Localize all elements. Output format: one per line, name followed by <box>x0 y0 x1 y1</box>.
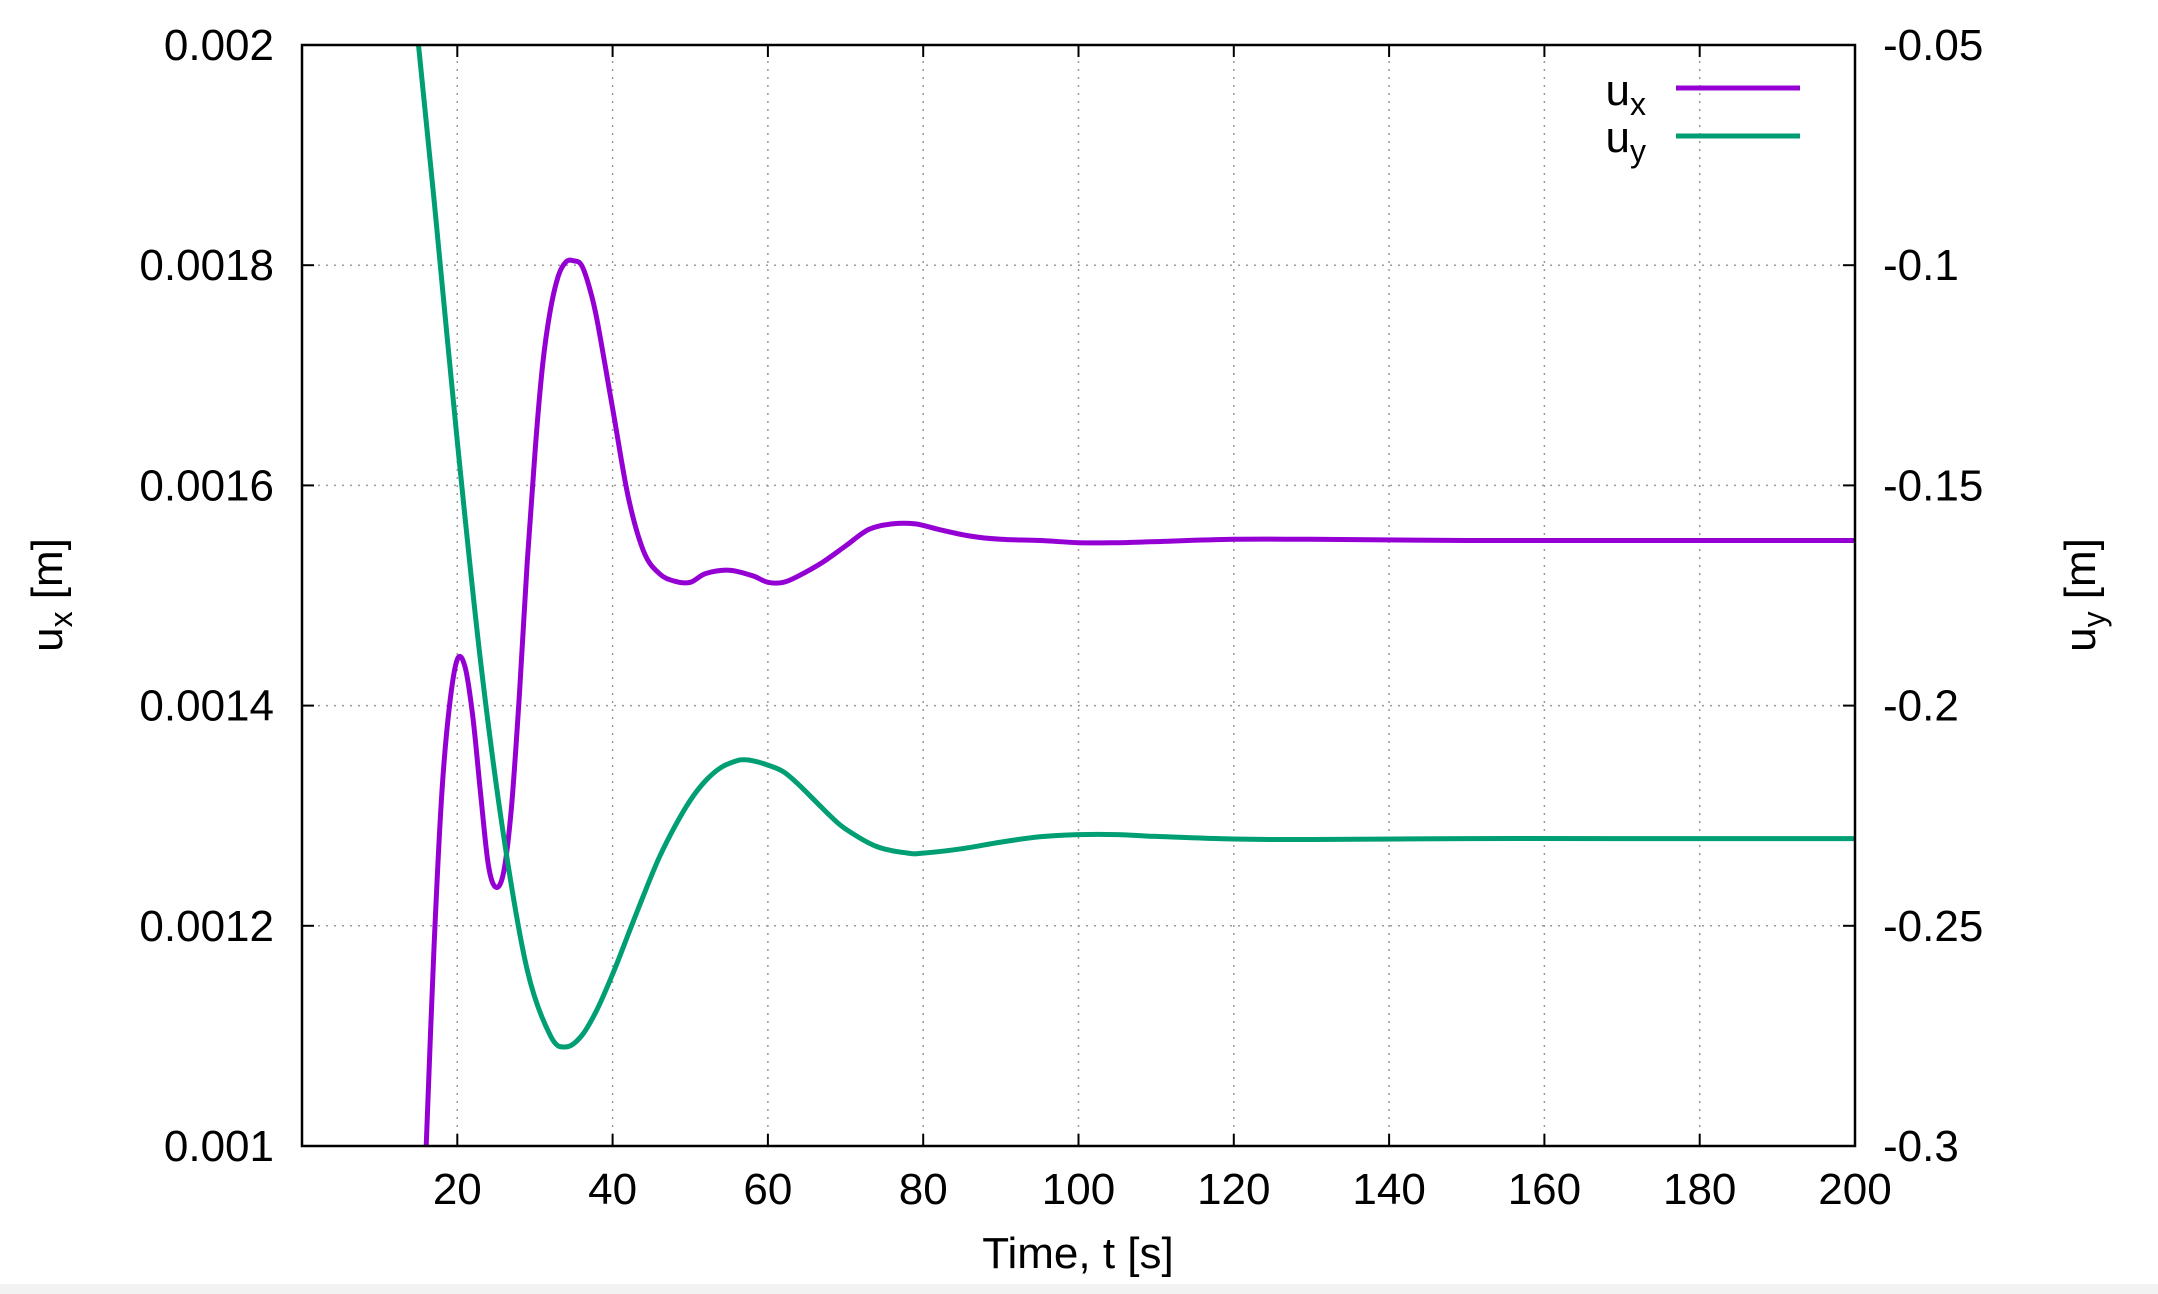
x-tick-label: 200 <box>1818 1165 1891 1214</box>
x-tick-label: 160 <box>1508 1165 1581 1214</box>
y-tick-label-right: -0.15 <box>1883 461 1983 510</box>
x-axis-label: Time, t [s] <box>982 1229 1174 1278</box>
x-tick-label: 40 <box>588 1165 637 1214</box>
y-tick-label-right: -0.05 <box>1883 21 1983 70</box>
x-tick-label: 180 <box>1663 1165 1736 1214</box>
legend-label-ux: ux <box>1606 66 1646 122</box>
series-line-ux <box>423 257 1855 1146</box>
y-tick-label-right: -0.3 <box>1883 1122 1959 1171</box>
grid <box>302 45 1855 1146</box>
plot-frame <box>300 43 1857 1148</box>
y-tick-label-left: 0.0016 <box>139 461 274 510</box>
y-axis-label-right: uy [m] <box>2056 538 2112 652</box>
tick-labels: 20 40 60 80 100 120 140 160 180 200 0.001 0.0012 0.0… <box>139 21 1983 1214</box>
y-tick-label-left: 0.0012 <box>139 902 274 951</box>
legend-label-uy: uy <box>1606 113 1646 169</box>
x-tick-label: 100 <box>1042 1165 1115 1214</box>
y-tick-label-right: -0.25 <box>1883 902 1983 951</box>
x-tick-label: 20 <box>433 1165 482 1214</box>
legend: ux uy <box>1606 66 1800 169</box>
y-tick-label-right: -0.2 <box>1883 682 1959 731</box>
ticks <box>302 44 1856 1147</box>
y-tick-label-right: -0.1 <box>1883 241 1959 290</box>
y-tick-label-left: 0.002 <box>164 21 274 70</box>
y-tick-label-left: 0.0014 <box>139 682 274 731</box>
x-tick-label: 60 <box>743 1165 792 1214</box>
x-tick-label: 120 <box>1197 1165 1270 1214</box>
y-tick-label-left: 0.001 <box>164 1122 274 1171</box>
x-tick-label: 80 <box>899 1165 948 1214</box>
y-axis-label-left: ux [m] <box>23 538 79 652</box>
bottom-strip <box>0 1284 2158 1294</box>
series-layer <box>416 45 1855 1146</box>
series-line-uy <box>416 45 1855 1050</box>
x-tick-label: 140 <box>1352 1165 1425 1214</box>
plot-background <box>302 45 1855 1146</box>
y-tick-label-left: 0.0018 <box>139 241 274 290</box>
